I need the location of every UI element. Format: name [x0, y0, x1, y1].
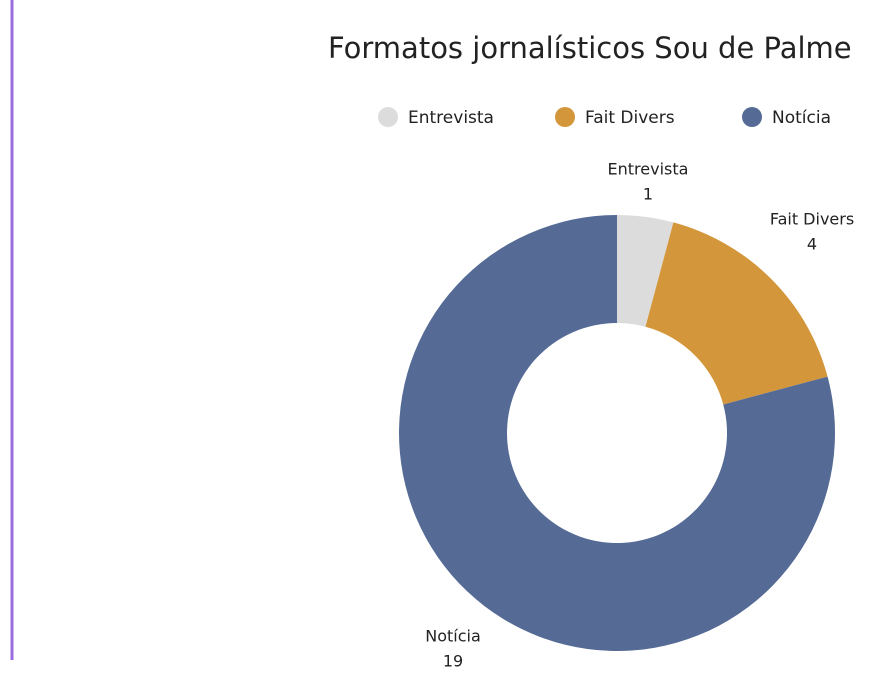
donut-slice: [399, 215, 835, 651]
chart-title: Formatos jornalísticos Sou de Palme: [328, 31, 852, 65]
slice-label: Entrevista: [608, 160, 689, 179]
slice-label: Notícia: [425, 627, 481, 646]
legend-label: Fait Divers: [585, 108, 675, 128]
slice-value: 19: [443, 652, 463, 671]
slice-label: Fait Divers: [770, 210, 854, 229]
slice-value: 4: [807, 235, 817, 254]
legend-swatch: [378, 107, 398, 127]
legend-swatch: [555, 107, 575, 127]
legend-swatch: [742, 107, 762, 127]
legend-label: Notícia: [772, 108, 831, 128]
donut-slice: [645, 222, 828, 405]
slice-value: 1: [643, 185, 653, 204]
donut-slice: [617, 215, 674, 327]
legend-label: Entrevista: [408, 108, 494, 128]
